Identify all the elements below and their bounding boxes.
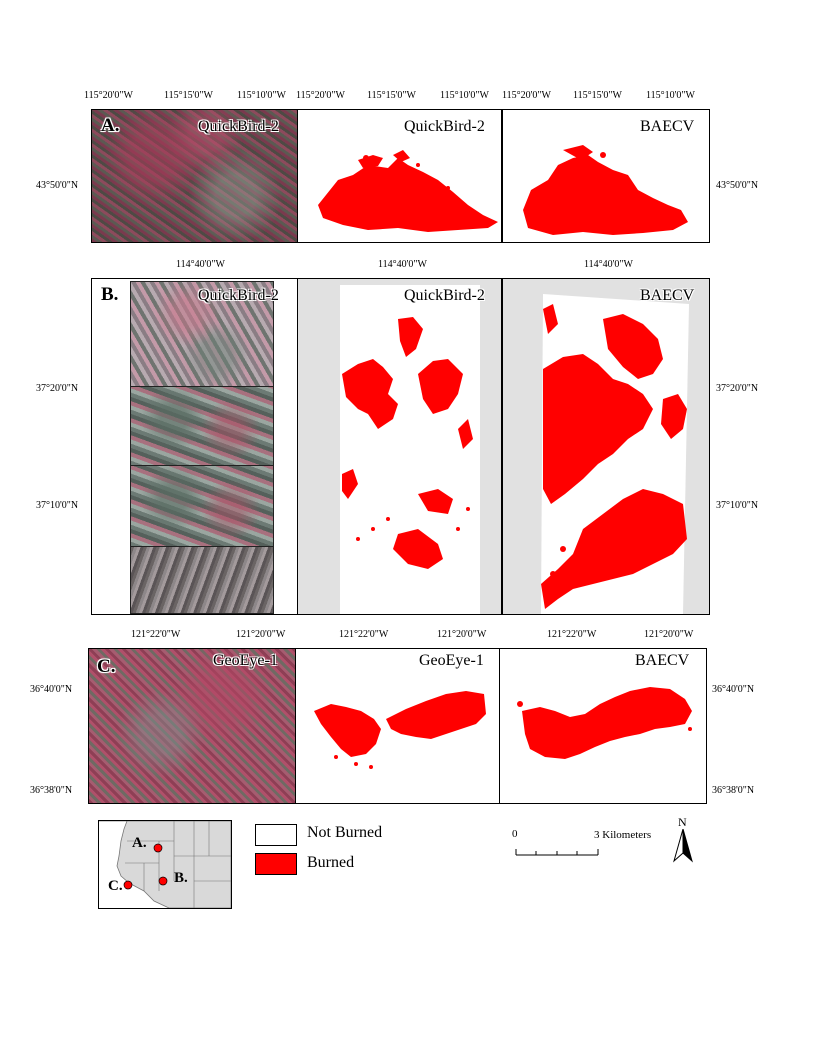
lon-tick: 115°15'0"W bbox=[164, 90, 213, 101]
burned-area-shape bbox=[340, 285, 480, 614]
satellite-image-panel bbox=[88, 648, 296, 804]
satellite-image-panel bbox=[91, 278, 299, 615]
lat-tick: 37°20'0"N bbox=[716, 383, 759, 394]
panel-title: BAECV bbox=[635, 652, 690, 669]
panel-label: C. bbox=[97, 656, 116, 677]
lat-tick: 43°50'0"N bbox=[36, 180, 79, 191]
lat-tick: 36°40'0"N bbox=[30, 684, 73, 695]
legend-label-not-burned: Not Burned bbox=[307, 824, 383, 841]
panel-title: QuickBird-2 bbox=[198, 118, 279, 135]
lat-tick: 43°50'0"N bbox=[716, 180, 759, 191]
lon-tick: 115°15'0"W bbox=[573, 90, 622, 101]
scale-start: 0 bbox=[512, 828, 518, 840]
lon-tick: 121°20'0"W bbox=[437, 629, 487, 640]
panel-title: BAECV bbox=[640, 287, 695, 304]
lon-tick: 115°20'0"W bbox=[502, 90, 551, 101]
image-tile bbox=[130, 386, 274, 466]
north-arrow-icon bbox=[673, 829, 693, 863]
lon-tick: 115°20'0"W bbox=[296, 90, 345, 101]
burned-area-shape bbox=[541, 294, 689, 614]
lon-tick: 115°20'0"W bbox=[84, 90, 133, 101]
image-tile bbox=[130, 281, 274, 387]
burn-map-panel bbox=[297, 278, 502, 615]
burn-map-panel bbox=[502, 278, 710, 615]
western-us-map bbox=[99, 821, 231, 908]
lat-tick: 37°10'0"N bbox=[36, 500, 79, 511]
satellite-image-panel bbox=[91, 109, 298, 243]
lon-tick: 121°22'0"W bbox=[547, 629, 597, 640]
burn-map-panel bbox=[295, 648, 500, 804]
panel-title: QuickBird-2 bbox=[404, 287, 485, 304]
burned-area-shape bbox=[314, 691, 486, 769]
burned-area-shape bbox=[523, 145, 688, 235]
lon-tick: 121°20'0"W bbox=[236, 629, 286, 640]
panel-label: A. bbox=[101, 115, 120, 136]
panel-title: BAECV bbox=[640, 118, 695, 135]
panel-title: GeoEye-1 bbox=[419, 652, 484, 669]
scale-end: 3 Kilometers bbox=[594, 829, 652, 841]
burned-area-shape bbox=[318, 150, 498, 232]
lon-tick: 115°10'0"W bbox=[440, 90, 489, 101]
lon-tick: 114°40'0"W bbox=[378, 259, 427, 270]
lon-tick: 115°15'0"W bbox=[367, 90, 416, 101]
legend-swatch-not-burned bbox=[255, 824, 297, 846]
lat-tick: 36°38'0"N bbox=[30, 785, 73, 796]
lat-tick: 36°40'0"N bbox=[712, 684, 755, 695]
lat-tick: 36°38'0"N bbox=[712, 785, 755, 796]
burn-map-panel bbox=[499, 648, 707, 804]
burn-map-panel bbox=[297, 109, 502, 243]
lon-tick: 121°22'0"W bbox=[131, 629, 181, 640]
panel-label: B. bbox=[101, 284, 119, 305]
legend-label-burned: Burned bbox=[307, 854, 355, 871]
lon-tick: 121°22'0"W bbox=[339, 629, 389, 640]
panel-title: QuickBird-2 bbox=[198, 287, 279, 304]
lat-tick: 37°10'0"N bbox=[716, 500, 759, 511]
burned-area-shape bbox=[517, 687, 692, 759]
lon-tick: 114°40'0"W bbox=[176, 259, 225, 270]
locator-map: A. B. C. bbox=[98, 820, 232, 909]
scale-bar-graphic bbox=[515, 849, 599, 856]
locator-label-c: C. bbox=[108, 878, 123, 894]
panel-title: GeoEye-1 bbox=[213, 652, 278, 669]
image-tile bbox=[130, 465, 274, 547]
lon-tick: 121°20'0"W bbox=[644, 629, 694, 640]
locator-label-a: A. bbox=[132, 835, 147, 851]
legend-swatch-burned bbox=[255, 853, 297, 875]
burn-map-panel bbox=[502, 109, 710, 243]
panel-title: QuickBird-2 bbox=[404, 118, 485, 135]
north-label: N bbox=[678, 815, 687, 829]
locator-label-b: B. bbox=[174, 870, 188, 886]
lat-tick: 37°20'0"N bbox=[36, 383, 79, 394]
lon-tick: 114°40'0"W bbox=[584, 259, 633, 270]
lon-tick: 115°10'0"W bbox=[646, 90, 695, 101]
lon-tick: 115°10'0"W bbox=[237, 90, 286, 101]
image-tile bbox=[130, 546, 274, 614]
